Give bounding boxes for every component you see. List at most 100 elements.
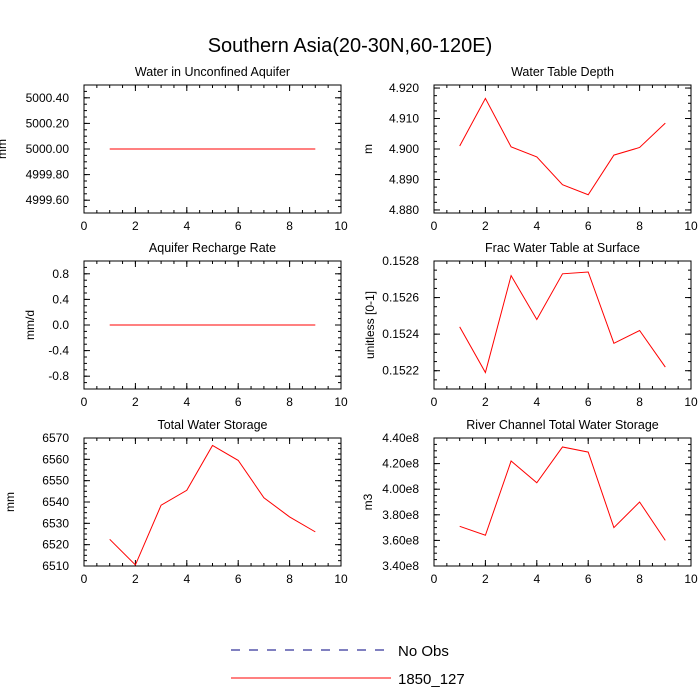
y-tick-label: 5000.20 [26,116,70,130]
panel-title: Frac Water Table at Surface [485,241,640,255]
y-tick-label: 6560 [42,452,69,466]
y-tick-label: 4.920 [389,81,419,95]
x-tick-label: 8 [636,219,643,233]
y-tick-label: 4.890 [389,172,419,186]
x-tick-label: 6 [235,219,242,233]
y-tick-label: 0.1528 [382,254,419,268]
x-tick-label: 2 [482,219,489,233]
legend-label: 1850_127 [398,671,465,688]
y-axis-label: mm [0,139,9,159]
y-tick-label: 4.910 [389,112,419,126]
series-line-1850_127 [459,97,666,196]
y-tick-label: 6520 [42,538,69,552]
x-tick-label: 0 [81,572,88,586]
y-tick-label: 0.4 [52,292,69,306]
y-tick-label: -0.8 [48,369,69,383]
x-tick-label: 4 [183,219,190,233]
y-axis-label: mm/d [23,310,37,340]
legend: No Obs 1850_127 [231,643,465,688]
plot-frame [83,437,342,567]
x-tick-label: 10 [684,395,698,409]
panel-2: Water Table Depth 0 2 4 6 8 10 4.880 4.890 4.900 4… [361,65,698,233]
y-tick-label: 4.880 [389,203,419,217]
y-tick-label: 6570 [42,431,69,445]
panel-6: River Channel Total Water Storage 0 2 4 6 8 10… [361,418,698,586]
panel-title: Aquifer Recharge Rate [149,241,276,255]
y-tick-label: 4.900 [389,142,419,156]
y-axis-label: m3 [361,493,375,510]
y-tick-label: -0.4 [48,344,69,358]
y-tick-label: 6550 [42,474,69,488]
x-tick-label: 2 [132,395,139,409]
panels: Water in Unconfined Aquifer 0 2 4 6 8 10 4999.6… [0,65,698,586]
y-tick-label: 4.00e8 [382,482,419,496]
x-tick-label: 0 [81,219,88,233]
series-line-1850_127 [459,446,666,541]
y-axis-label: mm [3,492,17,512]
x-tick-label: 0 [431,395,438,409]
x-tick-label: 10 [334,219,348,233]
y-tick-label: 6540 [42,495,69,509]
x-tick-label: 4 [183,572,190,586]
series-line-1850_127 [109,444,316,566]
x-tick-label: 6 [585,395,592,409]
y-tick-label: 6510 [42,559,69,573]
series-line-1850_127 [459,271,666,374]
plot-frame [433,437,692,567]
x-tick-label: 10 [684,572,698,586]
x-tick-label: 8 [636,395,643,409]
panel-title: River Channel Total Water Storage [466,418,659,432]
y-tick-label: 3.40e8 [382,559,419,573]
y-tick-label: 0.0 [52,318,69,332]
y-tick-label: 0.8 [52,267,69,281]
x-tick-label: 2 [132,219,139,233]
y-axis-label: unitless [0-1] [363,291,377,359]
x-tick-label: 10 [684,219,698,233]
x-tick-label: 8 [286,572,293,586]
x-tick-label: 8 [286,395,293,409]
y-tick-label: 3.80e8 [382,508,419,522]
y-tick-label: 4999.60 [26,193,70,207]
panel-title: Water Table Depth [511,65,614,79]
x-tick-label: 10 [334,572,348,586]
x-tick-label: 4 [533,572,540,586]
x-tick-label: 6 [235,395,242,409]
y-axis-label: m [361,144,375,154]
x-tick-label: 6 [585,219,592,233]
x-tick-label: 4 [533,395,540,409]
plot-frame [433,260,692,390]
x-tick-label: 10 [334,395,348,409]
x-tick-label: 4 [533,219,540,233]
y-tick-label: 5000.00 [26,142,70,156]
y-tick-label: 4.20e8 [382,457,419,471]
panel-5: Total Water Storage 0 2 4 6 8 10 6510 6520 6530 65… [3,418,348,586]
y-tick-label: 0.1522 [382,364,419,378]
x-tick-label: 2 [482,572,489,586]
x-tick-label: 0 [431,572,438,586]
x-tick-label: 0 [81,395,88,409]
panel-1: Water in Unconfined Aquifer 0 2 4 6 8 10 4999.6… [0,65,348,233]
x-tick-label: 8 [636,572,643,586]
panel-title: Total Water Storage [157,418,267,432]
y-tick-label: 4999.80 [26,168,70,182]
x-tick-label: 8 [286,219,293,233]
figure-title: Southern Asia(20-30N,60-120E) [208,35,493,57]
x-tick-label: 0 [431,219,438,233]
x-tick-label: 4 [183,395,190,409]
y-tick-label: 4.40e8 [382,431,419,445]
y-tick-label: 0.1526 [382,291,419,305]
panel-4: Frac Water Table at Surface 0 2 4 6 8 10 0.1522… [363,241,698,409]
x-tick-label: 2 [482,395,489,409]
y-tick-label: 0.1524 [382,327,419,341]
x-tick-label: 2 [132,572,139,586]
panel-3: Aquifer Recharge Rate 0 2 4 6 8 10 -0.8 -0.4 0.0 0… [23,241,348,409]
y-tick-label: 5000.40 [26,91,70,105]
x-tick-label: 6 [235,572,242,586]
legend-label: No Obs [398,643,449,660]
y-tick-label: 3.60e8 [382,533,419,547]
panel-title: Water in Unconfined Aquifer [135,65,290,79]
plot-frame [433,84,692,214]
y-tick-label: 6530 [42,516,69,530]
x-tick-label: 6 [585,572,592,586]
